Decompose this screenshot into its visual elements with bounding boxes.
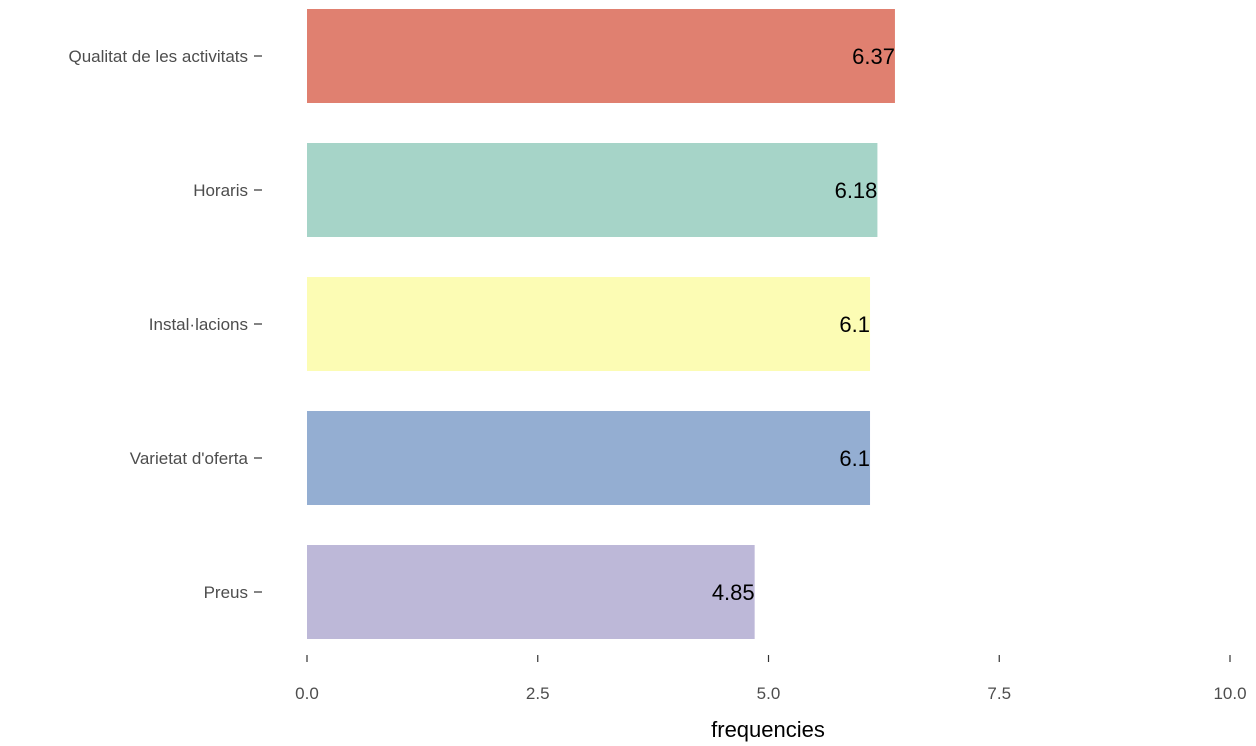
x-tick-label: 5.0: [757, 684, 781, 703]
bar-3: [307, 411, 871, 505]
bar-2: [307, 277, 871, 371]
bar-1: [307, 143, 878, 237]
bar-4: [307, 545, 755, 639]
x-tick-label: 10.0: [1213, 684, 1246, 703]
x-tick-label: 7.5: [987, 684, 1011, 703]
y-tick-label: Instal·lacions: [149, 315, 248, 334]
bar-0: [307, 9, 895, 103]
y-tick-label: Varietat d'oferta: [130, 449, 249, 468]
value-label: 6.1: [839, 312, 870, 337]
bars-layer: [307, 9, 895, 639]
value-label: 6.1: [839, 446, 870, 471]
value-label: 4.85: [712, 580, 755, 605]
value-label: 6.37: [852, 44, 895, 69]
value-label: 6.18: [835, 178, 878, 203]
value-labels-layer: 6.37 6.18 6.1 6.1 4.85: [712, 44, 895, 605]
y-tick-label: Horaris: [193, 181, 248, 200]
x-axis-title: frequencies: [711, 717, 825, 742]
y-axis: Qualitat de les activitats Horaris Instal·…: [68, 47, 262, 602]
x-axis: 0.0 2.5 5.0 7.5 10.0: [295, 655, 1247, 703]
x-tick-label: 2.5: [526, 684, 550, 703]
y-tick-label: Qualitat de les activitats: [68, 47, 248, 66]
x-tick-label: 0.0: [295, 684, 319, 703]
y-tick-label: Preus: [204, 583, 248, 602]
